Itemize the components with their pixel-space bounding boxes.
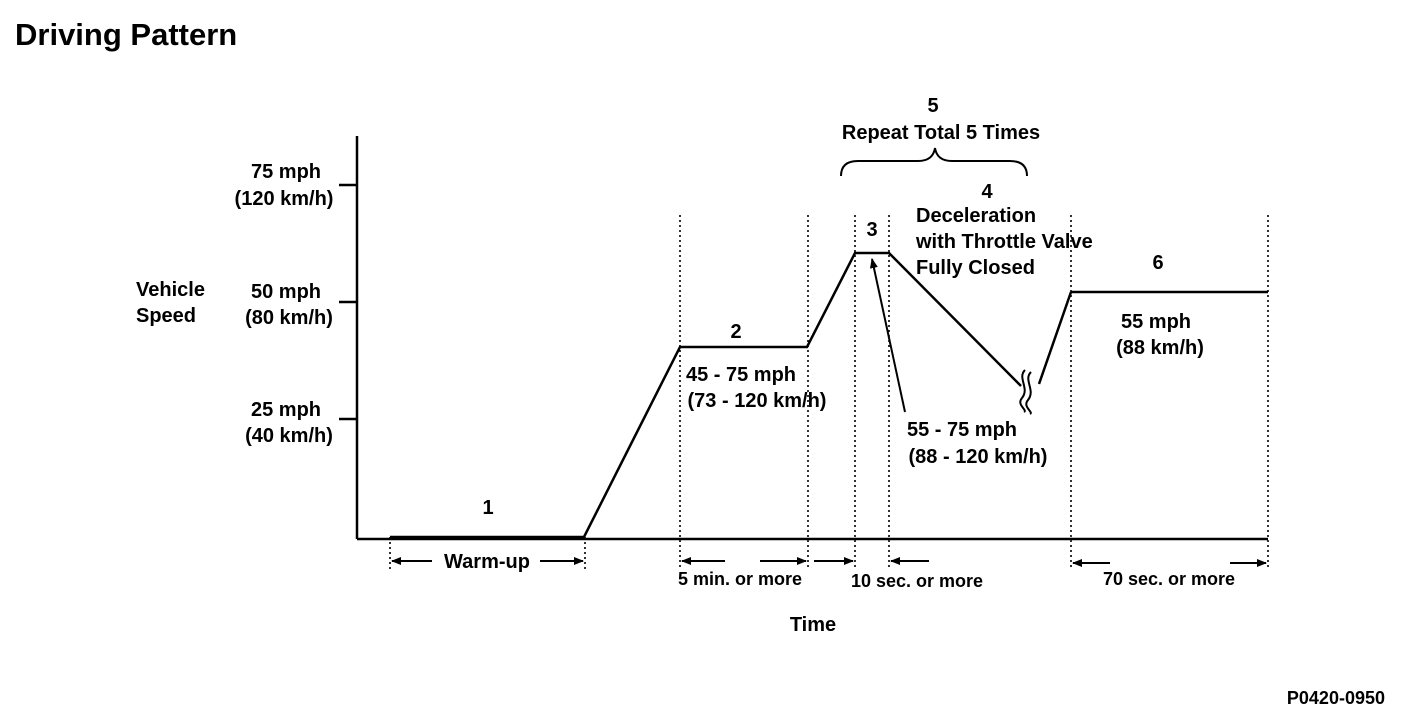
- step3-duration-label: 10 sec. or more: [851, 571, 983, 591]
- y-tick-label-kmh: (120 km/h): [235, 188, 334, 210]
- y-axis-label-line1: Vehicle: [136, 279, 205, 301]
- step-6-number: 6: [1152, 252, 1163, 274]
- step-4-desc-line3: Fully Closed: [916, 257, 1035, 279]
- y-tick-label-mph: 25 mph: [251, 399, 321, 421]
- speed-profile-line: [390, 251, 1022, 539]
- step-4-desc-line1: Deceleration: [916, 205, 1036, 227]
- y-tick-label-kmh: (40 km/h): [245, 425, 333, 447]
- step-4-number: 4: [981, 181, 993, 203]
- page-title: Driving Pattern: [15, 17, 237, 52]
- figure-code: P0420-0950: [1287, 688, 1385, 708]
- peak-speed-mph: 55 - 75 mph: [907, 419, 1017, 441]
- break-squiggle: [1025, 371, 1032, 415]
- step-5-number: 5: [927, 95, 938, 117]
- warmup-label: Warm-up: [444, 551, 530, 573]
- x-axis-label: Time: [790, 614, 836, 636]
- step6-duration-label: 70 sec. or more: [1103, 569, 1235, 589]
- step-6-speed-kmh: (88 km/h): [1116, 337, 1204, 359]
- y-axis-label-line2: Speed: [136, 305, 196, 327]
- step-1-number: 1: [482, 497, 493, 519]
- step2-duration-label: 5 min. or more: [678, 569, 802, 589]
- speed-profile-return-line: [1037, 291, 1073, 385]
- step-2-number: 2: [730, 321, 741, 343]
- step-3-number: 3: [866, 219, 877, 241]
- step-4-desc-line2: with Throttle Valve: [915, 231, 1093, 253]
- peak-speed-kmh: (88 - 120 km/h): [909, 446, 1048, 468]
- break-squiggle: [1019, 369, 1026, 413]
- peak-speed-arrow: [869, 258, 906, 413]
- y-tick-label-kmh: (80 km/h): [245, 307, 333, 329]
- y-tick-label-mph: 50 mph: [251, 281, 321, 303]
- y-tick-label-mph: 75 mph: [251, 161, 321, 183]
- step-2-speed-kmh: (73 - 120 km/h): [688, 390, 827, 412]
- step-5-desc: Repeat Total 5 Times: [842, 122, 1040, 144]
- repeat-brace: [840, 147, 1028, 177]
- step-2-speed-mph: 45 - 75 mph: [686, 364, 796, 386]
- step-6-speed-mph: 55 mph: [1121, 311, 1191, 333]
